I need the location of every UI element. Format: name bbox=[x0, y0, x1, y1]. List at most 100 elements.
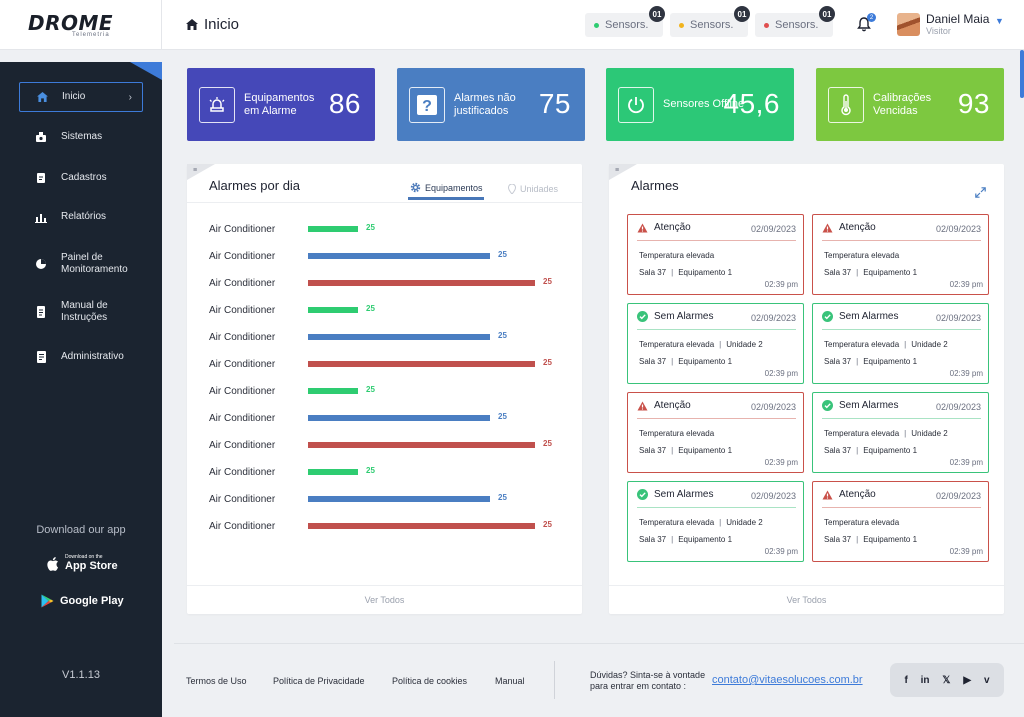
sensor-status-yellow[interactable]: Sensors. 01 bbox=[670, 6, 750, 37]
linkedin-icon[interactable]: in bbox=[920, 674, 930, 686]
youtube-icon[interactable]: ▶ bbox=[963, 674, 972, 686]
sidebar-item-inicio[interactable]: Inicio › bbox=[19, 82, 143, 112]
alarm-time: 02:39 pm bbox=[949, 458, 983, 467]
page-scrollbar[interactable] bbox=[1020, 50, 1024, 98]
alarm-equipment: Equipamento 1 bbox=[863, 268, 918, 277]
bar[interactable] bbox=[308, 253, 490, 259]
facebook-icon[interactable]: f bbox=[904, 674, 908, 686]
warning-icon bbox=[637, 401, 648, 410]
alarm-description: Temperatura elevada bbox=[639, 340, 715, 349]
alarm-title: Atenção bbox=[839, 489, 876, 500]
kpi-value: 93 bbox=[957, 88, 990, 119]
kpi-label: Calibrações Vencidas bbox=[873, 91, 932, 117]
bar-category-label: Air Conditioner bbox=[209, 439, 276, 451]
siren-icon bbox=[199, 86, 235, 123]
alarm-card-warning[interactable]: Atenção 02/09/2023 Temperatura elevada Sala… bbox=[627, 214, 804, 295]
footer-link-cookies[interactable]: Política de cookies bbox=[392, 676, 468, 686]
alarm-card-ok[interactable]: Sem Alarmes 02/09/2023 Temperatura elevada… bbox=[812, 303, 989, 384]
alarm-date: 02/09/2023 bbox=[750, 402, 796, 412]
bar[interactable] bbox=[308, 334, 490, 340]
view-all-link[interactable]: Ver Todos bbox=[609, 585, 1004, 614]
bar-row: Air Conditioner 25 bbox=[209, 492, 507, 506]
bar[interactable] bbox=[308, 496, 490, 502]
bar[interactable] bbox=[308, 415, 490, 421]
alarm-card-warning[interactable]: Atenção 02/09/2023 Temperatura elevada Sala… bbox=[812, 214, 989, 295]
register-icon bbox=[35, 172, 47, 184]
contact-email-link[interactable]: contato@vitaesolucoes.com.br bbox=[712, 674, 863, 686]
expand-icon[interactable] bbox=[975, 185, 986, 203]
bar[interactable] bbox=[308, 442, 535, 448]
sensor-status-green[interactable]: Sensors. 01 bbox=[585, 6, 665, 37]
sidebar-item-cadastros[interactable]: Cadastros bbox=[19, 163, 143, 193]
brand-logo[interactable]: DROME Telemetria bbox=[0, 0, 162, 50]
alarm-line-1: Temperatura elevada | Unidade 2 bbox=[639, 340, 763, 349]
bar[interactable] bbox=[308, 388, 358, 394]
alarm-card-ok[interactable]: Sem Alarmes 02/09/2023 Temperatura elevada… bbox=[627, 481, 804, 562]
alarm-room: Sala 37 bbox=[639, 268, 667, 277]
kpi-card-alarmes-nao-justificados[interactable]: ? Alarmes não justificados 75 bbox=[397, 68, 585, 141]
alarm-line-1: Temperatura elevada bbox=[639, 429, 714, 438]
bell-icon bbox=[857, 17, 871, 32]
footer-link-privacy[interactable]: Política de Privacidade bbox=[273, 676, 365, 686]
bar-row: Air Conditioner 25 bbox=[209, 303, 375, 317]
check-circle-icon bbox=[637, 489, 648, 500]
alarm-divider bbox=[637, 507, 796, 508]
alarm-description: Temperatura elevada bbox=[824, 429, 900, 438]
bar-category-label: Air Conditioner bbox=[209, 520, 276, 532]
alarm-card-warning[interactable]: Atenção 02/09/2023 Temperatura elevada Sala… bbox=[812, 481, 989, 562]
bar[interactable] bbox=[308, 280, 535, 286]
alarm-card-ok[interactable]: Sem Alarmes 02/09/2023 Temperatura elevada… bbox=[627, 303, 804, 384]
separator: | bbox=[856, 446, 859, 455]
google-play-button[interactable]: Google Play bbox=[41, 594, 124, 608]
alarm-divider bbox=[822, 240, 981, 241]
footer-link-manual[interactable]: Manual bbox=[495, 676, 525, 686]
bar-value-label: 25 bbox=[498, 412, 507, 421]
alarm-equipment: Equipamento 1 bbox=[863, 535, 918, 544]
sidebar-item-sistemas[interactable]: Sistemas bbox=[19, 122, 143, 152]
avatar bbox=[897, 13, 920, 36]
separator: | bbox=[671, 446, 674, 455]
kpi-card-calibracoes-vencidas[interactable]: Calibrações Vencidas 93 bbox=[816, 68, 1004, 141]
footer-link-terms[interactable]: Termos de Uso bbox=[186, 676, 247, 686]
google-play-icon bbox=[41, 594, 54, 608]
sensor-status-red[interactable]: Sensors. 01 bbox=[755, 6, 835, 37]
view-all-link[interactable]: Ver Todos bbox=[187, 585, 582, 614]
vimeo-icon[interactable]: v bbox=[983, 674, 990, 686]
kpi-card-sensores-offline[interactable]: Sensores Offline 45,6 bbox=[606, 68, 794, 141]
app-store-button[interactable]: Download on the App Store bbox=[47, 555, 118, 572]
sidebar-item-label: Cadastros bbox=[61, 172, 107, 183]
sidebar-item-label: Inicio bbox=[62, 91, 86, 102]
bar[interactable] bbox=[308, 361, 535, 367]
sidebar-item-administrativo[interactable]: Administrativo bbox=[19, 342, 143, 372]
separator: | bbox=[719, 340, 722, 349]
alarm-unit: Unidade 2 bbox=[911, 340, 948, 349]
bar[interactable] bbox=[308, 523, 535, 529]
panel-collapse-toggle[interactable] bbox=[609, 164, 637, 180]
alarms-panel: ≡ Alarmes Atenção 02/09/2023 Temperatura e… bbox=[609, 164, 1004, 614]
bar[interactable] bbox=[308, 307, 358, 313]
alarm-card-ok[interactable]: Sem Alarmes 02/09/2023 Temperatura elevada… bbox=[812, 392, 989, 473]
status-dot-icon bbox=[764, 22, 769, 28]
google-play-label: Google Play bbox=[60, 595, 124, 607]
sidebar-item-painel-monitoramento[interactable]: Painel de Monitoramento bbox=[19, 249, 143, 279]
panel-collapse-toggle[interactable] bbox=[187, 164, 215, 180]
sidebar-item-relatorios[interactable]: Relatórios bbox=[19, 202, 143, 232]
notifications-button[interactable]: 2 bbox=[857, 13, 876, 37]
admin-icon bbox=[35, 351, 47, 363]
alarm-card-warning[interactable]: Atenção 02/09/2023 Temperatura elevada Sala… bbox=[627, 392, 804, 473]
bar[interactable] bbox=[308, 469, 358, 475]
check-circle-icon bbox=[637, 311, 648, 322]
alarm-divider bbox=[822, 507, 981, 508]
bar-category-label: Air Conditioner bbox=[209, 223, 276, 235]
alarm-line-2: Sala 37 | Equipamento 1 bbox=[824, 357, 917, 366]
tab-equipamentos[interactable]: Equipamentos bbox=[408, 178, 484, 200]
bar[interactable] bbox=[308, 226, 358, 232]
x-twitter-icon[interactable]: 𝕏 bbox=[942, 674, 951, 686]
sidebar-item-manual[interactable]: Manual de Instruções bbox=[19, 297, 143, 327]
kpi-card-equipamentos-alarme[interactable]: Equipamentos em Alarme 86 bbox=[187, 68, 375, 141]
user-menu[interactable]: Daniel Maia Visitor ▼ bbox=[897, 13, 1004, 36]
app-store-caption: Download on the bbox=[65, 554, 103, 560]
tab-unidades[interactable]: Unidades bbox=[506, 178, 558, 200]
sidebar-collapse-toggle[interactable] bbox=[130, 62, 162, 80]
alarm-line-2: Sala 37 | Equipamento 1 bbox=[639, 446, 732, 455]
